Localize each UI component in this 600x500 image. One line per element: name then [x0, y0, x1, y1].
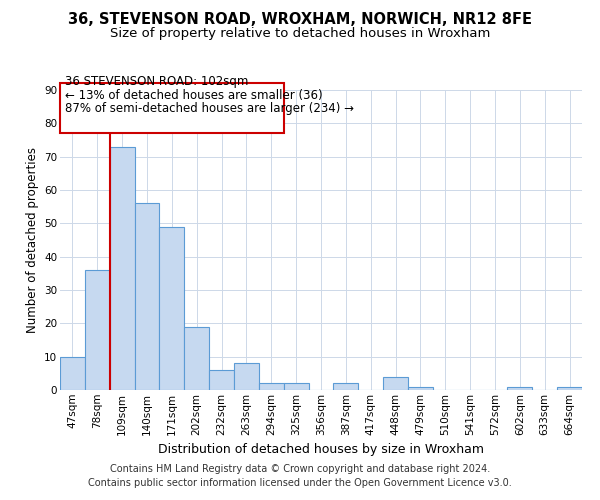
Text: ← 13% of detached houses are smaller (36): ← 13% of detached houses are smaller (36…: [65, 88, 323, 102]
Y-axis label: Number of detached properties: Number of detached properties: [26, 147, 38, 333]
Bar: [60, 356, 85, 390]
Bar: [234, 364, 259, 390]
Text: Size of property relative to detached houses in Wroxham: Size of property relative to detached ho…: [110, 28, 490, 40]
Text: Contains HM Land Registry data © Crown copyright and database right 2024.
Contai: Contains HM Land Registry data © Crown c…: [88, 464, 512, 487]
Bar: [383, 376, 408, 390]
Bar: [209, 370, 234, 390]
X-axis label: Distribution of detached houses by size in Wroxham: Distribution of detached houses by size …: [158, 443, 484, 456]
Bar: [110, 146, 134, 390]
Bar: [85, 270, 110, 390]
Bar: [508, 386, 532, 390]
Bar: [160, 226, 184, 390]
Bar: [284, 384, 308, 390]
Text: 87% of semi-detached houses are larger (234) →: 87% of semi-detached houses are larger (…: [65, 102, 354, 115]
Bar: [557, 386, 582, 390]
Bar: [259, 384, 284, 390]
Text: 36 STEVENSON ROAD: 102sqm: 36 STEVENSON ROAD: 102sqm: [65, 76, 248, 88]
Bar: [184, 326, 209, 390]
Bar: [134, 204, 160, 390]
Polygon shape: [60, 84, 284, 134]
Bar: [334, 384, 358, 390]
Text: 36, STEVENSON ROAD, WROXHAM, NORWICH, NR12 8FE: 36, STEVENSON ROAD, WROXHAM, NORWICH, NR…: [68, 12, 532, 28]
Bar: [408, 386, 433, 390]
